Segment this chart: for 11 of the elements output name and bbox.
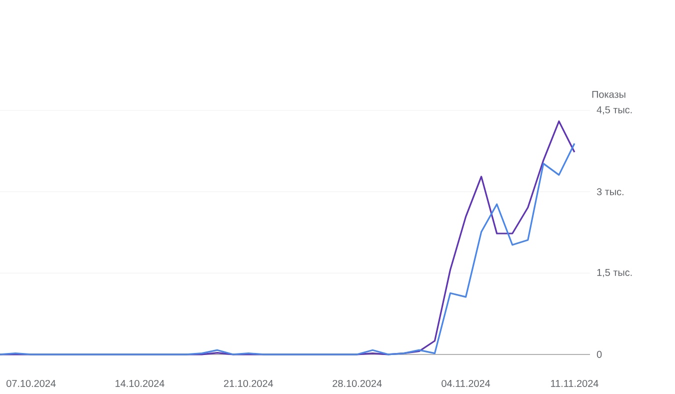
x-tick-label: 28.10.2024 [332,380,382,387]
y-tick-label: 0 [596,350,602,358]
y-tick-label: 1,5 тыс. [597,269,632,278]
y-axis-title: Показы [592,90,626,98]
x-tick-label: 14.10.2024 [116,380,164,387]
x-tick-label: 04.11.2024 [442,380,490,387]
x-tick-label: 07.10.2024 [6,380,56,387]
x-tick-label: 11.11.2024 [551,380,598,387]
y-tick-label: 4,5 тыс. [596,106,632,114]
x-tick-label: 21.10.2024 [224,380,274,387]
y-tick-label: 3 тыс. [596,188,624,196]
